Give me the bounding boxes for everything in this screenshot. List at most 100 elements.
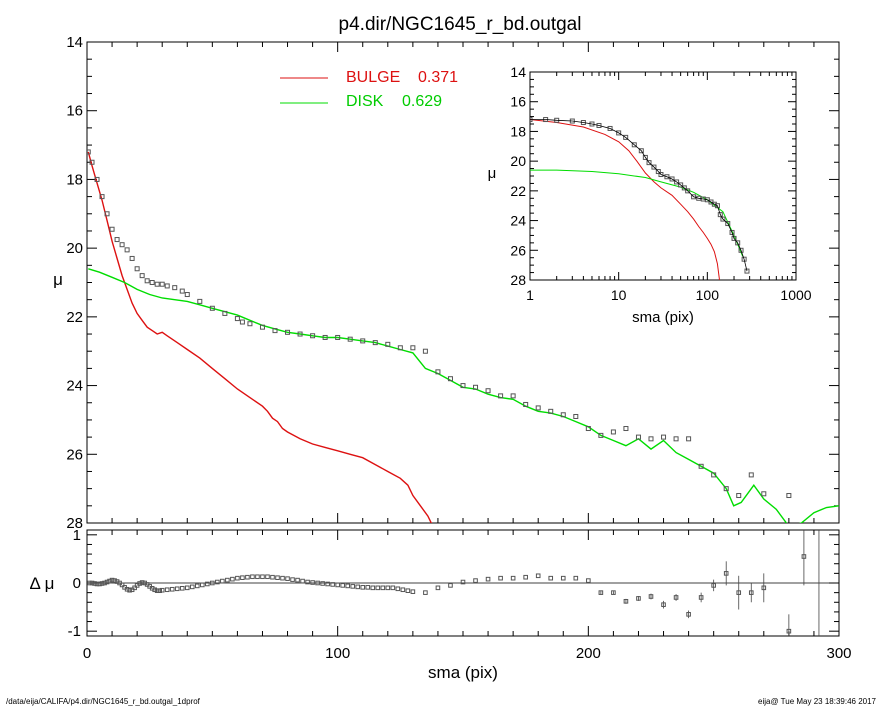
- inset-data-point: [714, 203, 720, 209]
- residual-point: [405, 588, 411, 594]
- main-data-point: [585, 426, 591, 432]
- residual-point: [154, 588, 160, 594]
- residual-point: [315, 580, 320, 586]
- inset-y-tick-label: 18: [510, 123, 526, 139]
- main-data-point: [197, 298, 203, 304]
- residual-error-point: [748, 590, 754, 595]
- inset-data-point: [731, 235, 737, 241]
- inset-disk-line: [530, 169, 744, 257]
- main-series: [87, 149, 839, 523]
- residual-point: [586, 578, 591, 583]
- residual-error-point: [636, 596, 641, 601]
- residual-point: [109, 577, 115, 583]
- residual-point: [320, 581, 325, 586]
- inset-series: [530, 117, 750, 280]
- main-ticks: 14 16 18 20 22 24 26 28: [66, 34, 840, 532]
- main-data-point: [723, 486, 729, 492]
- main-data-point: [761, 491, 767, 497]
- residual-point: [174, 586, 180, 592]
- residual-ticks: 10-10 100 200 300: [68, 527, 852, 662]
- main-data-point: [748, 472, 754, 478]
- residual-point: [305, 579, 310, 585]
- residual-error-point: [698, 595, 704, 600]
- residual-point: [87, 580, 92, 586]
- residual-point: [523, 574, 528, 580]
- main-data-point: [89, 159, 95, 165]
- residual-point: [460, 579, 466, 585]
- residual-point: [560, 575, 566, 581]
- residual-point: [235, 575, 240, 581]
- residual-point: [295, 577, 300, 583]
- inset-data-point: [738, 247, 744, 253]
- residual-point: [325, 581, 330, 587]
- main-y-tick-label: 20: [66, 240, 83, 257]
- residual-point: [152, 587, 157, 593]
- residual-x-tick-label: 0: [83, 645, 91, 662]
- inset-data-point: [607, 125, 613, 131]
- residual-point: [230, 576, 235, 582]
- residual-error-point: [623, 599, 629, 604]
- residual-point: [92, 581, 97, 586]
- main-data-point: [164, 283, 170, 289]
- residual-point: [139, 580, 145, 585]
- inset-data-point: [596, 122, 602, 128]
- main-data-point: [222, 310, 228, 316]
- residual-x-tick-label: 100: [325, 645, 350, 662]
- main-data-point: [109, 226, 115, 232]
- main-data-point: [285, 329, 291, 335]
- main-y-axis-label: μ: [53, 270, 63, 289]
- main-data-point: [322, 334, 328, 340]
- residual-point: [194, 583, 200, 589]
- inset-x-tick-label: 100: [696, 287, 720, 303]
- main-y-tick-label: 24: [66, 378, 83, 395]
- inset-data-point: [717, 212, 723, 218]
- residual-point: [473, 578, 478, 583]
- residual-point: [360, 585, 366, 590]
- inset-data-point: [678, 182, 684, 188]
- main-data-point: [347, 336, 353, 342]
- main-data-point: [94, 176, 100, 182]
- main-data-point: [510, 393, 516, 399]
- residual-point: [205, 581, 210, 587]
- main-data-point: [698, 463, 704, 469]
- main-data-point: [711, 472, 717, 478]
- residual-point: [189, 584, 195, 590]
- residual-point: [99, 581, 105, 586]
- main-data-point: [87, 149, 91, 155]
- main-data-point: [360, 338, 366, 344]
- main-data-point: [548, 408, 554, 414]
- main-data-point: [159, 281, 165, 287]
- inset-data-point: [655, 169, 661, 175]
- residual-point: [260, 574, 265, 580]
- residual-error-point: [786, 628, 792, 634]
- residual-point: [340, 583, 345, 588]
- main-data-point: [247, 321, 253, 327]
- residual-point: [355, 584, 361, 590]
- main-data-point: [410, 345, 416, 351]
- residual-y-tick-label: 0: [73, 575, 81, 592]
- residual-panel: 10-10 100 200 300 sma (pix) Δ μ: [30, 527, 852, 682]
- inset-y-tick-label: 22: [510, 183, 526, 199]
- residual-x-tick-label: 200: [576, 645, 601, 662]
- inset-y-axis-label: μ: [488, 165, 497, 182]
- main-data-point: [473, 384, 479, 390]
- main-data-point: [535, 405, 541, 411]
- main-data-point: [573, 413, 579, 419]
- main-data-point: [209, 305, 215, 311]
- main-data-point: [422, 348, 428, 354]
- main-data-point: [124, 247, 130, 253]
- main-data-point: [635, 434, 641, 440]
- residual-error-point: [648, 594, 654, 599]
- inset-ticks: 14 16 18 20 22 24 26 281 10 100 1000: [510, 64, 811, 303]
- main-disk-line: [88, 268, 839, 523]
- main-data-point: [184, 292, 190, 298]
- inset-y-tick-label: 16: [510, 94, 526, 110]
- residual-error-point: [661, 602, 666, 607]
- inset-bulge-line: [530, 119, 721, 280]
- main-data-point: [234, 316, 240, 322]
- residual-point: [97, 581, 102, 587]
- inset-data-point: [685, 188, 691, 194]
- residual-point: [285, 576, 290, 581]
- inset-data-point: [681, 185, 687, 191]
- residual-point: [290, 577, 295, 582]
